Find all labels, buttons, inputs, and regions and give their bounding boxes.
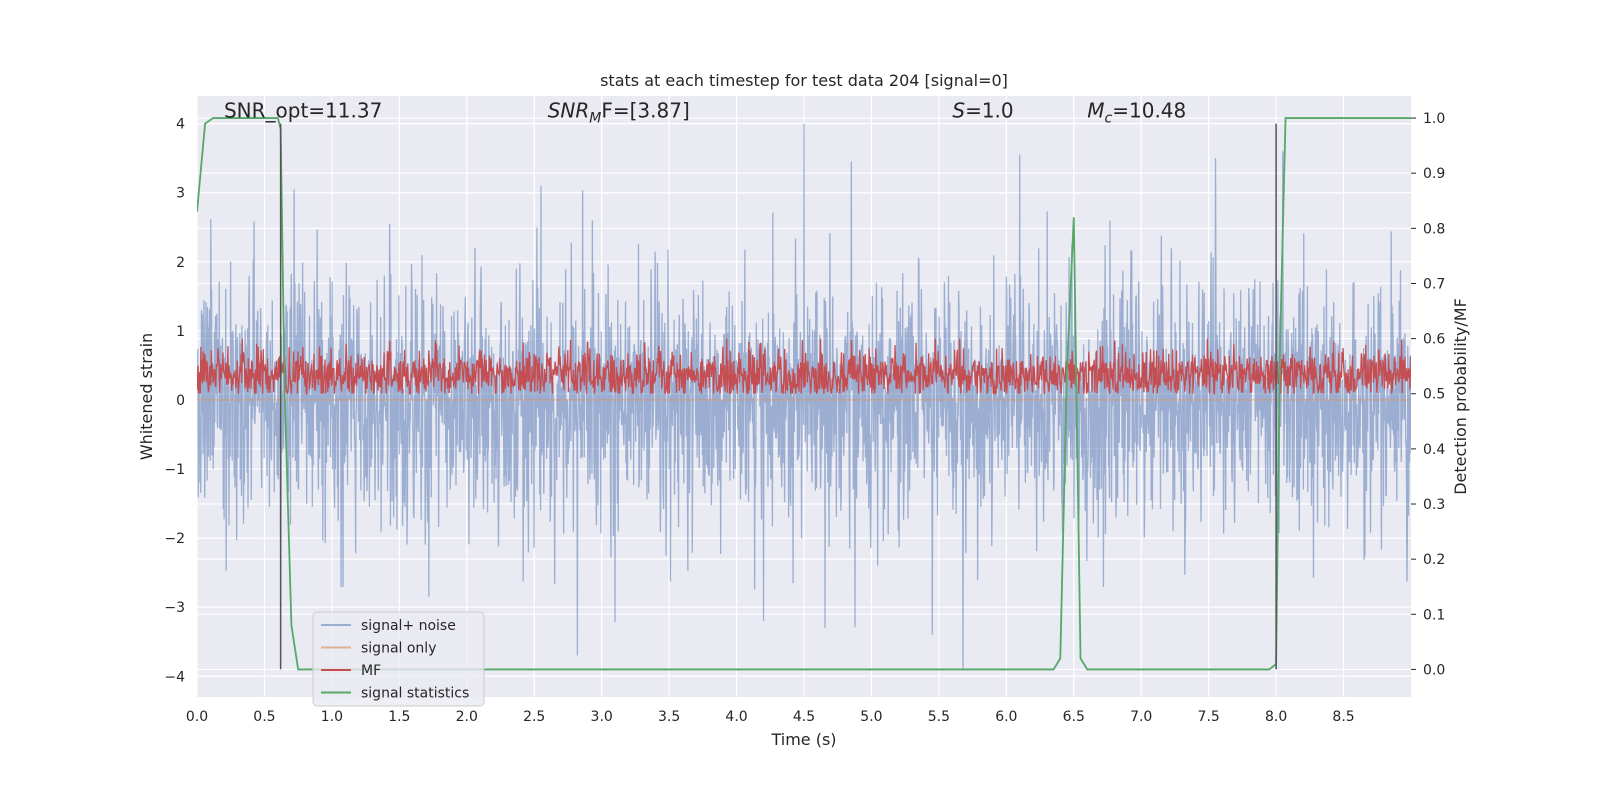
legend-entry: signal only xyxy=(361,641,436,657)
x-tick-label: 3.0 xyxy=(591,709,613,725)
x-tick-label: 2.5 xyxy=(523,709,545,725)
x-tick-label: 4.0 xyxy=(725,709,747,725)
legend-entry: MF xyxy=(361,663,381,679)
x-tick-label: 8.5 xyxy=(1332,709,1354,725)
y-tick-label-left: 1 xyxy=(176,324,185,340)
annotations: SNR_opt=11.37 SNRMF=[3.87] S=1.0 Mc=10.48 xyxy=(224,99,1186,127)
y-tick-label-right: 0.7 xyxy=(1423,276,1445,292)
y-tick-label-right: 0.8 xyxy=(1423,221,1445,237)
series-layer xyxy=(197,117,1411,671)
legend-box xyxy=(312,611,485,707)
series-line-signal-noise xyxy=(197,123,1411,670)
y-tick-label-left: 4 xyxy=(176,117,185,133)
y-tick-label-right: 0.1 xyxy=(1423,607,1445,623)
y-tick-label-left: 3 xyxy=(176,186,185,202)
y-tick-label-left: 0 xyxy=(176,393,185,409)
series-line-signal-statistics xyxy=(197,117,1411,671)
x-tick-label: 5.5 xyxy=(928,709,950,725)
y-axis-label-left: Whitened strain xyxy=(137,333,156,460)
legend-entry: signal statistics xyxy=(361,686,469,702)
y-axis-label-right: Detection probability/MF xyxy=(1451,298,1470,495)
y-tick-label-right: 0.6 xyxy=(1423,332,1445,348)
ticks: 0.0 0.5 1.0 1.5 2.0 2.5 3.0 3.5 4.0 4.5 5.0 5.5 6.0 6… xyxy=(164,111,1445,725)
y-tick-label-right: 1.0 xyxy=(1423,111,1445,127)
annotation-text: SNRMF=[3.87] xyxy=(548,99,690,127)
y-tick-label-right: 0.3 xyxy=(1423,497,1445,513)
x-tick-label: 4.5 xyxy=(793,709,815,725)
y-tick-label-right: 0.4 xyxy=(1423,442,1445,458)
x-tick-label: 6.0 xyxy=(995,709,1017,725)
x-axis-label: Time (s) xyxy=(770,730,836,749)
x-tick-label: 2.0 xyxy=(456,709,478,725)
x-tick-label: 7.5 xyxy=(1198,709,1220,725)
x-tick-label: 0.5 xyxy=(253,709,275,725)
annotation-text: SNR_opt=11.37 xyxy=(224,99,382,123)
y-tick-label-right: 0.5 xyxy=(1423,387,1445,403)
x-tick-label: 7.0 xyxy=(1130,709,1152,725)
series-line-mf xyxy=(197,338,1411,395)
x-tick-label: 3.5 xyxy=(658,709,680,725)
x-tick-label: 0.0 xyxy=(186,709,208,725)
y-tick-label-left: −4 xyxy=(164,669,185,685)
y-tick-label-right: 0.9 xyxy=(1423,166,1445,182)
y-tick-label-left: 2 xyxy=(176,255,185,271)
x-tick-label: 6.5 xyxy=(1063,709,1085,725)
annotation-text: S=1.0 xyxy=(952,99,1013,123)
x-tick-label: 8.0 xyxy=(1265,709,1287,725)
x-tick-label: 5.0 xyxy=(860,709,882,725)
annotation-text: Mc=10.48 xyxy=(1087,99,1186,127)
y-tick-label-left: −2 xyxy=(164,531,185,547)
y-tick-label-right: 0.0 xyxy=(1423,662,1445,678)
y-tick-label-left: −1 xyxy=(164,462,185,478)
y-tick-label-right: 0.2 xyxy=(1423,552,1445,568)
legend-entry: signal+ noise xyxy=(361,618,456,634)
chart-title: stats at each timestep for test data 204… xyxy=(600,71,1008,90)
legend: signal+ noise signal only MF signal statist… xyxy=(312,611,485,707)
y-tick-label-left: −3 xyxy=(164,600,185,616)
x-tick-label: 1.5 xyxy=(388,709,410,725)
x-tick-label: 1.0 xyxy=(321,709,343,725)
